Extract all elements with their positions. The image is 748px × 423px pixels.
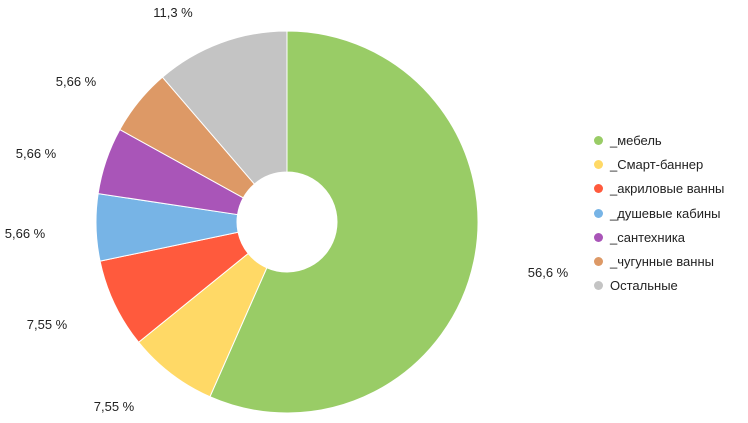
legend-label: _мебель [610, 132, 662, 148]
legend-item[interactable]: Остальные [594, 274, 724, 298]
legend-item[interactable]: _чугунные ванны [594, 249, 724, 273]
legend-marker-icon [594, 159, 603, 169]
legend-item[interactable]: _душевые кабины [594, 201, 724, 225]
slice-label-1: 56,6 % [528, 265, 569, 280]
legend-label: Остальные [610, 278, 678, 294]
legend-marker-icon [594, 257, 603, 267]
legend-marker-icon [594, 281, 603, 291]
chart-legend: _мебель _Смарт-баннер _акриловые ванны _душ… [594, 128, 724, 298]
slice-label-5: 5,66 % [16, 146, 57, 161]
slice-label-6: 5,66 % [56, 74, 97, 89]
legend-marker-icon [594, 135, 603, 145]
legend-item[interactable]: _Смарт-баннер [594, 152, 724, 176]
legend-label: _сантехника [610, 229, 686, 245]
slice-label-2: 7,55 % [94, 399, 135, 414]
legend-label: _душевые кабины [610, 205, 721, 221]
pie-slice-1 [209, 30, 479, 414]
pie-slice-7 [161, 30, 288, 185]
legend-label: _акриловые ванны [610, 181, 725, 197]
legend-item[interactable]: _акриловые ванны [594, 177, 724, 201]
legend-label: _чугунные ванны [610, 254, 714, 270]
legend-item[interactable]: _мебель [594, 128, 724, 152]
slice-label-4: 5,66 % [5, 226, 46, 241]
pie-slices [95, 30, 479, 414]
legend-label: _Смарт-баннер [610, 156, 704, 172]
legend-item[interactable]: _сантехника [594, 225, 724, 249]
legend-marker-icon [594, 208, 603, 218]
legend-marker-icon [594, 232, 603, 242]
slice-label-3: 7,55 % [27, 317, 68, 332]
legend-marker-icon [594, 184, 603, 194]
slice-label-7: 11,3 % [153, 5, 193, 20]
pie-percentage-labels: 56,6 % 7,55 % 7,55 % 5,66 % 5,66 % 5,66 % 11,3… [5, 5, 569, 414]
